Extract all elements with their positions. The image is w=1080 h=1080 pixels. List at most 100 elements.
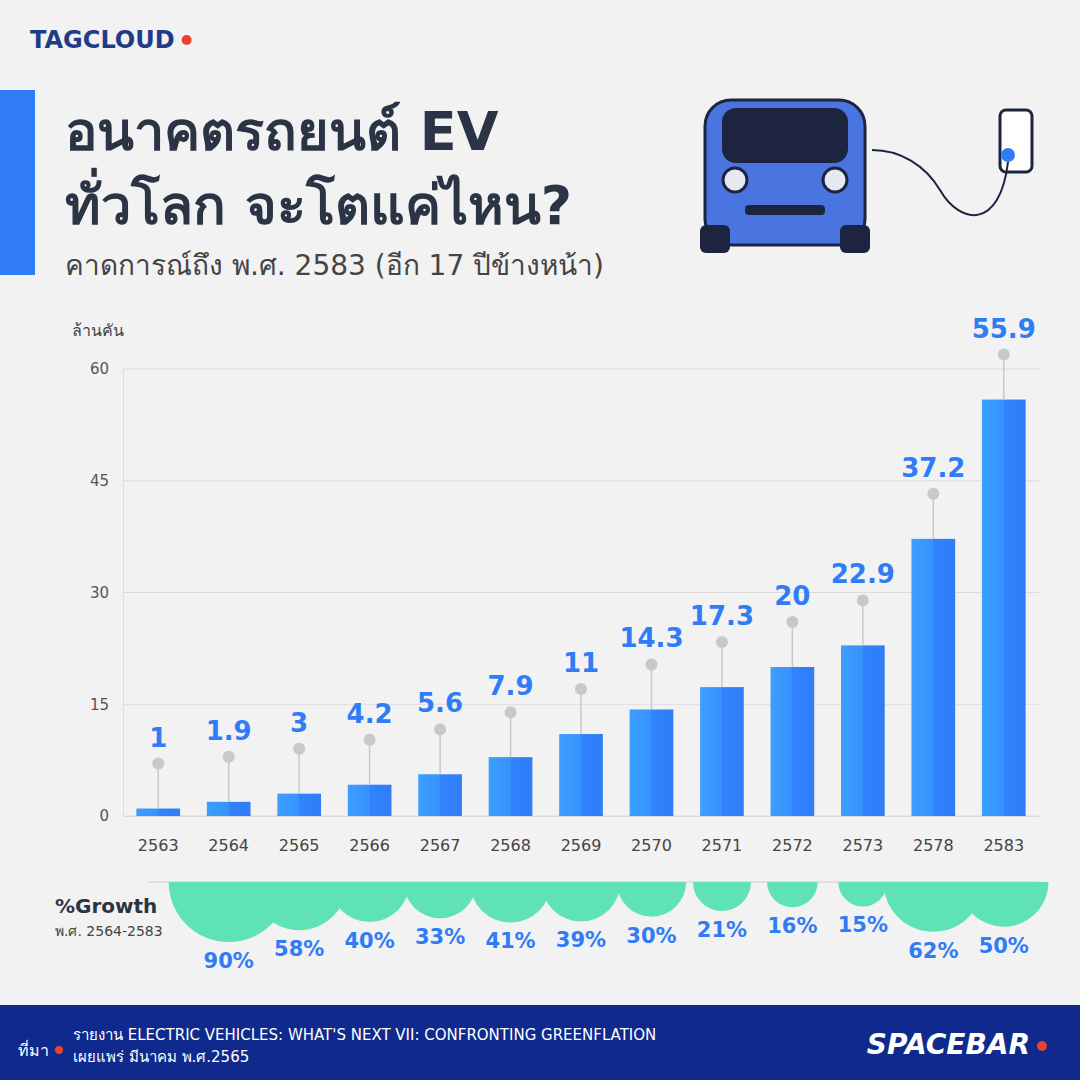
x-tick-label: 2578 — [913, 836, 954, 855]
y-axis-title: ล้านคัน — [72, 321, 124, 340]
leader-dot — [998, 349, 1010, 361]
y-tick-label: 0 — [99, 807, 109, 825]
leader-dot — [716, 636, 728, 648]
car-body — [705, 100, 865, 245]
growth-label: 41% — [485, 929, 535, 953]
car-grille — [745, 205, 825, 215]
data-label: 3 — [290, 708, 308, 738]
y-tick: 15 — [90, 696, 123, 714]
leader-line — [228, 757, 230, 802]
car-light — [723, 168, 747, 192]
source-text: รายงาน ELECTRIC VEHICLES: WHAT'S NEXT VI… — [73, 1026, 656, 1044]
growth-label: 33% — [415, 925, 465, 949]
x-tick-label: 2565 — [279, 836, 320, 855]
leader-line — [369, 740, 371, 785]
title-accent — [0, 90, 35, 275]
bar — [418, 774, 462, 816]
data-label: 4.2 — [347, 699, 393, 729]
y-tick: 0 — [99, 807, 123, 825]
illustration — [700, 100, 1032, 253]
leader-dot — [645, 658, 657, 670]
y-tick-label: 45 — [90, 472, 109, 490]
growth-semicircle — [838, 882, 887, 907]
x-tick: 2566 — [349, 816, 390, 855]
growth-label: 30% — [626, 924, 676, 948]
x-tick: 2570 — [631, 816, 672, 855]
x-tick: 2569 — [561, 816, 602, 855]
leader-dot — [434, 723, 446, 735]
x-tick-label: 2570 — [631, 836, 672, 855]
growth-title: %Growth — [55, 894, 157, 918]
growth-label: 58% — [274, 937, 324, 961]
leader-dot — [786, 616, 798, 628]
y-tick: 60 — [90, 360, 123, 378]
growth-semicircle — [330, 882, 410, 922]
leader-line — [792, 622, 794, 667]
leader-dot — [575, 683, 587, 695]
publisher: SPACEBAR — [867, 1028, 1030, 1061]
bars — [136, 400, 1025, 816]
x-tick-label: 2573 — [842, 836, 883, 855]
data-label: 20 — [774, 581, 810, 611]
brand-dot — [182, 35, 192, 45]
data-label: 17.3 — [690, 601, 754, 631]
data-label: 5.6 — [417, 688, 463, 718]
bar — [559, 734, 603, 816]
grid-line — [123, 592, 1039, 593]
leader-line — [298, 749, 300, 794]
x-tick-label: 2571 — [702, 836, 743, 855]
cable — [872, 150, 1008, 215]
leader-dot — [927, 488, 939, 500]
data-label: 11 — [563, 648, 599, 678]
title: ทั่วโลก จะโตแค่ไหน? — [65, 167, 572, 237]
x-tick: 2578 — [913, 816, 954, 855]
title: อนาคตรถยนต์ EV — [65, 100, 499, 163]
growth-semicircle — [470, 882, 551, 922]
x-axis-line — [124, 816, 1040, 817]
x-tick-label: 2572 — [772, 836, 813, 855]
data-label: 1.9 — [206, 716, 252, 746]
car-window — [722, 108, 848, 163]
leader-line — [580, 689, 582, 734]
growth-label: 50% — [979, 934, 1029, 958]
growth-semicircle — [542, 882, 621, 922]
background — [0, 0, 1080, 1080]
x-tick-label: 2583 — [983, 836, 1024, 855]
y-tick: 30 — [90, 584, 123, 602]
data-label: 14.3 — [619, 623, 683, 653]
data-label: 7.9 — [488, 671, 534, 701]
leader-dot — [857, 594, 869, 606]
data-label: 1 — [149, 723, 167, 753]
x-tick: 2568 — [490, 816, 531, 855]
growth-label: 62% — [908, 939, 958, 963]
y-tick: 45 — [90, 472, 123, 490]
leader-dot — [505, 706, 517, 718]
growth-semicircle — [617, 882, 686, 917]
x-tick: 2567 — [420, 816, 461, 855]
subtitle: คาดการณ์ถึง พ.ศ. 2583 (อีก 17 ปีข้างหน้า… — [65, 249, 604, 282]
y-axis-line — [123, 370, 124, 817]
source-label: ที่มา — [18, 1039, 49, 1060]
charger — [1000, 110, 1032, 172]
x-tick: 2573 — [842, 816, 883, 855]
growth-semicircle — [767, 882, 818, 907]
x-tick-label: 2563 — [138, 836, 179, 855]
leader-dot — [293, 743, 305, 755]
growth-label: 90% — [204, 949, 254, 973]
data-labels: 11.934.25.67.91114.317.32022.937.255.9 — [149, 314, 1036, 809]
y-axis: 0 15 30 45 60 — [90, 360, 124, 825]
leader-line — [651, 664, 653, 709]
leader-line — [1003, 355, 1005, 400]
car-light — [823, 168, 847, 192]
x-tick: 2564 — [208, 816, 249, 855]
bar — [982, 400, 1026, 816]
x-tick-label: 2564 — [208, 836, 249, 855]
leader-dot — [152, 758, 164, 770]
x-tick-label: 2566 — [349, 836, 390, 855]
publisher-dot — [1037, 1041, 1047, 1051]
x-axis: 2563 2564 2565 2566 2567 2568 2569 2570 2571 2572… — [124, 816, 1040, 855]
growth-label: 15% — [838, 913, 888, 937]
grid — [123, 369, 1039, 816]
x-tick-label: 2569 — [561, 836, 602, 855]
bar — [771, 667, 815, 816]
